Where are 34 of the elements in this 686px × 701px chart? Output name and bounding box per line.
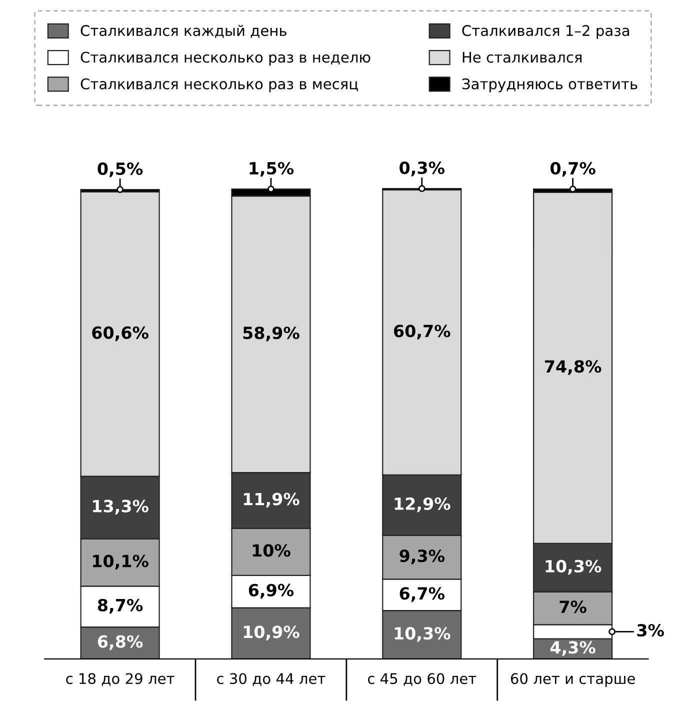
data-label: 0,7% <box>550 162 596 177</box>
data-label: 10,3% <box>546 560 602 575</box>
legend-label: Не сталкивался <box>462 52 582 63</box>
data-label: 4,3% <box>550 641 596 656</box>
x-tick-label: 60 лет и старше <box>510 673 635 687</box>
data-label: 6,7% <box>400 587 444 602</box>
data-label: 3% <box>637 624 664 637</box>
data-label: 7% <box>560 600 586 614</box>
legend-label: Сталкивался несколько раз в месяц <box>80 78 358 92</box>
data-label: 60,6% <box>92 326 148 342</box>
data-label: 58,9% <box>243 326 300 342</box>
data-label: 0,3% <box>400 161 444 176</box>
data-label: 11,9% <box>244 492 300 508</box>
data-label: 10% <box>252 544 290 557</box>
legend-label: Сталкивался несколько раз в неделю <box>80 52 370 66</box>
data-label: 74,8% <box>545 360 602 375</box>
x-tick-label: с 18 до 29 лет <box>66 673 174 686</box>
data-label: 6,8% <box>98 635 143 650</box>
x-tick-label: с 45 до 60 лет <box>368 673 476 686</box>
data-label: 8,7% <box>98 598 143 614</box>
data-label: 10,3% <box>394 626 450 642</box>
data-label: 10,9% <box>244 626 300 640</box>
data-label: 9,3% <box>400 550 444 564</box>
data-label: 60,7% <box>394 324 450 340</box>
data-label: 6,9% <box>248 584 294 599</box>
data-label: 0,5% <box>98 162 143 178</box>
data-label: 10,1% <box>93 554 148 570</box>
legend-label: Сталкивался каждый день <box>80 24 286 38</box>
data-label: 12,9% <box>394 497 450 512</box>
legend-label: Затрудняюсь ответить <box>462 78 638 92</box>
x-tick-label: с 30 до 44 лет <box>217 673 326 686</box>
data-label: 1,5% <box>250 162 294 177</box>
data-label: 13,3% <box>93 500 148 515</box>
legend-label: Сталкивался 1–2 раза <box>462 25 629 39</box>
